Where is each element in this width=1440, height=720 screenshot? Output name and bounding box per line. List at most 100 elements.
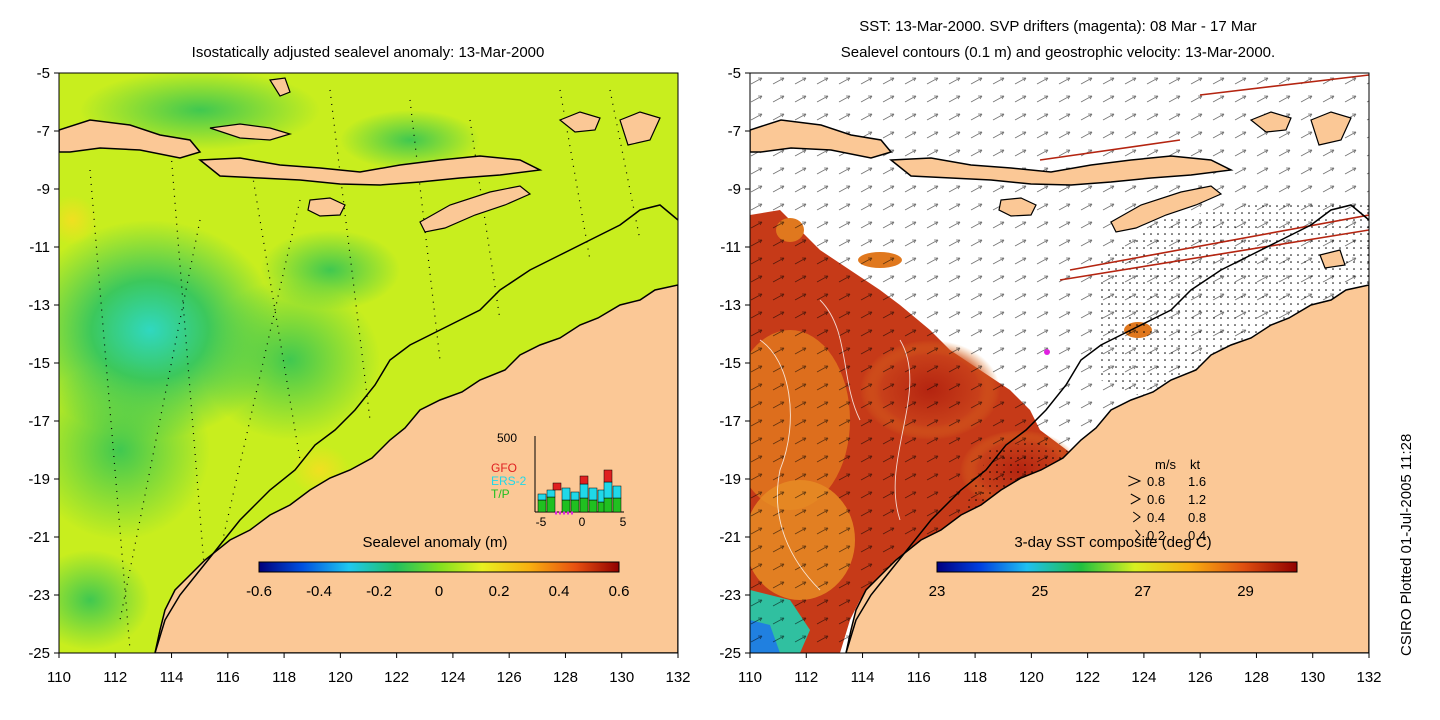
right-panel: SST: 13-Mar-2000. SVP drifters (magenta)…: [719, 18, 1381, 686]
altimeter-histogram: 500: [491, 431, 627, 529]
lon-tick-label: 130: [1300, 669, 1325, 686]
sla-colorbar-tick: 0.6: [609, 583, 630, 600]
right-panel-title-line2: Sealevel contours (0.1 m) and geostrophi…: [841, 44, 1275, 61]
sla-colorbar-tick: -0.2: [366, 583, 392, 600]
lat-tick-label: -13: [28, 297, 50, 314]
lat-tick-label: -13: [719, 297, 741, 314]
drifter-position: [1044, 349, 1050, 355]
left-land-timor: [419, 185, 532, 233]
lon-tick-label: 116: [907, 669, 931, 686]
velocity-key-header-kt: kt: [1190, 457, 1201, 472]
legend-gfo: GFO: [491, 461, 517, 475]
lon-tick-label: 132: [665, 669, 690, 686]
right-land-java: [750, 119, 893, 159]
sst-colorbar-gradient: [936, 561, 1298, 573]
right-lat-axis: -5 -7 -9 -11 -13 -15 -17 -19 -21 -23 -25: [719, 65, 750, 662]
right-land-timor: [1110, 185, 1223, 233]
left-land-sumba: [307, 197, 346, 217]
sla-colorbar-tick: -0.6: [246, 583, 272, 600]
lon-tick-label: 114: [851, 669, 875, 686]
velocity-key: m/s kt 0.8 1.6 0.6 1.2 0.4 0.8 0.2 0.4: [1128, 457, 1206, 543]
sla-colorbar-tick: 0: [435, 583, 443, 600]
legend-ers2: ERS-2: [491, 474, 527, 488]
lat-tick-label: -7: [728, 123, 741, 140]
lat-tick-label: -25: [28, 645, 50, 662]
lat-tick-label: -19: [719, 471, 741, 488]
velocity-key-kt: 1.6: [1188, 474, 1206, 489]
left-map[interactable]: [20, 70, 678, 653]
lon-tick-label: 120: [328, 669, 353, 686]
histogram-xtick: 0: [579, 515, 586, 529]
lat-tick-label: -9: [37, 181, 50, 198]
sla-colorbar-tick: 0.2: [489, 583, 510, 600]
lat-tick-label: -15: [28, 355, 50, 372]
lon-tick-label: 128: [1244, 669, 1269, 686]
plotted-timestamp: CSIRO Plotted 01-Jul-2005 11:28: [1398, 434, 1415, 656]
histogram-bars: [537, 469, 622, 513]
left-track-lines: [89, 89, 641, 651]
left-low-anomaly: [260, 230, 400, 310]
lon-tick-label: 110: [47, 669, 71, 686]
velocity-key-arrow: [1128, 475, 1142, 487]
left-coastline-north: [154, 204, 678, 653]
left-lon-axis: 110 112 114 116 118 120 122 124 126 128 130 132: [47, 653, 691, 686]
sla-colorbar-gradient: [258, 561, 620, 573]
lat-tick-label: -17: [28, 413, 50, 430]
velocity-key-kt: 1.2: [1188, 492, 1206, 507]
lon-tick-label: 116: [216, 669, 240, 686]
velocity-key-header-ms: m/s: [1155, 457, 1176, 472]
left-panel-title: Isostatically adjusted sealevel anomaly:…: [192, 44, 545, 61]
velocity-key-ms: 0.8: [1147, 474, 1165, 489]
sla-colorbar-tick: -0.4: [306, 583, 332, 600]
sst-colorbar-tick: 27: [1134, 583, 1151, 600]
right-land-australia: [845, 284, 1369, 653]
left-low-anomaly: [59, 550, 150, 650]
left-lat-axis: -5 -7 -9 -11 -13 -15 -17 -19 -21 -23 -25: [28, 65, 59, 662]
left-land-australia: [154, 284, 678, 653]
sst-colorbar: 3-day SST composite (deg C) 23 25 27 29: [929, 534, 1298, 600]
velocity-key-ms: 0.6: [1147, 492, 1165, 507]
left-land-java: [59, 119, 202, 159]
lat-tick-label: -17: [719, 413, 741, 430]
lat-tick-label: -11: [720, 239, 741, 256]
velocity-key-kt: 0.4: [1188, 528, 1206, 543]
sst-colorbar-tick: 25: [1032, 583, 1049, 600]
lat-tick-label: -9: [728, 181, 741, 198]
lon-tick-label: 126: [1188, 669, 1213, 686]
lat-tick-label: -7: [37, 123, 50, 140]
lat-tick-label: -23: [28, 587, 50, 604]
velocity-key-arrow: [1130, 493, 1142, 505]
histogram-xtick: -5: [536, 515, 547, 529]
velocity-key-ms: 0.4: [1147, 510, 1165, 525]
histogram-ymax-label: 500: [497, 431, 517, 445]
left-land-islands: [197, 155, 543, 186]
right-lon-axis: 110 112 114 116 118 120 122 124 126 128 130 132: [738, 653, 1382, 686]
velocity-key-arrow: [1132, 511, 1141, 523]
sla-colorbar: Sealevel anomaly (m) -0.6 -0.4 -0.2 0 0.2 0.4…: [246, 534, 629, 600]
lat-tick-label: -25: [719, 645, 741, 662]
right-land-sumba: [998, 197, 1037, 217]
left-land-small: [268, 77, 661, 146]
sla-colorbar-tick: 0.4: [549, 583, 570, 600]
lon-tick-label: 122: [1075, 669, 1100, 686]
left-low-anomaly: [340, 110, 480, 170]
lon-tick-label: 112: [794, 669, 818, 686]
sealevel-contour: [759, 299, 911, 591]
left-low-anomaly: [59, 360, 210, 540]
lon-tick-label: 120: [1019, 669, 1044, 686]
right-map[interactable]: [730, 73, 1369, 653]
histogram-xtick: 5: [620, 515, 627, 529]
sst-colorbar-tick: 29: [1237, 583, 1254, 600]
legend-tp: T/P: [491, 487, 510, 501]
lat-tick-label: -5: [37, 65, 50, 82]
left-low-anomaly: [200, 280, 380, 440]
right-coastline-north: [845, 204, 1369, 653]
left-panel: Isostatically adjusted sealevel anomaly:…: [20, 44, 691, 686]
lon-tick-label: 114: [160, 669, 184, 686]
sla-colorbar-label: Sealevel anomaly (m): [362, 534, 507, 551]
lat-tick-label: -21: [28, 529, 50, 546]
lon-tick-label: 126: [497, 669, 522, 686]
left-land-flores: [209, 123, 293, 141]
sst-colorbar-tick: 23: [929, 583, 946, 600]
lat-tick-label: -23: [719, 587, 741, 604]
